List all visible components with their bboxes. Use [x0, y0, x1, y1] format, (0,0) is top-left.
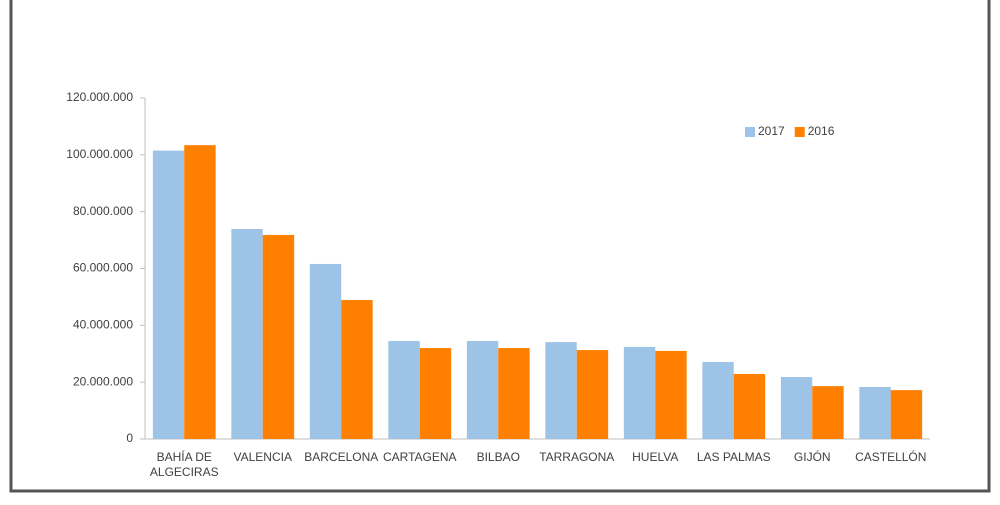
- bar: [890, 390, 923, 439]
- bar: [388, 340, 420, 439]
- legend-swatch: [794, 127, 805, 137]
- bar: [780, 377, 813, 439]
- x-tick-label: CASTELLÓN: [855, 449, 926, 464]
- bar: [262, 234, 295, 439]
- bar: [545, 342, 577, 439]
- bar: [152, 150, 185, 439]
- bar: [812, 386, 844, 439]
- bar: [419, 348, 452, 439]
- y-tick-label: 0: [126, 431, 133, 445]
- x-tick-label: BAHÍA DE ALGECIRAS: [150, 449, 219, 479]
- bar: [733, 373, 766, 439]
- y-tick-label: 60.000.000: [73, 261, 133, 275]
- bar: [655, 350, 687, 439]
- legend-label: 2017: [758, 124, 785, 138]
- x-tick-label: VALENCIA: [234, 450, 292, 464]
- bar: [859, 386, 891, 439]
- bar: [466, 340, 499, 439]
- legend-swatch: [745, 127, 755, 137]
- y-tick-label: 100.000.000: [66, 147, 133, 161]
- legend-label: 2016: [808, 124, 835, 138]
- x-tick-label: TARRAGONA: [539, 450, 614, 464]
- x-tick-label: LAS PALMAS: [697, 450, 771, 464]
- bar: [309, 263, 342, 439]
- x-tick-label: GIJÓN: [794, 449, 831, 464]
- x-tick-label: CARTAGENA: [383, 450, 457, 464]
- y-tick-label: 40.000.000: [73, 318, 133, 332]
- bar: [702, 361, 734, 439]
- bar: [498, 348, 530, 439]
- x-tick-label: BARCELONA: [304, 450, 378, 464]
- y-tick-label: 120.000.000: [66, 90, 133, 104]
- frame: [9, 0, 991, 493]
- bar: [184, 145, 216, 439]
- y-tick-label: 80.000.000: [73, 204, 133, 218]
- bar: [576, 350, 609, 439]
- y-tick-label: 20.000.000: [73, 374, 133, 388]
- bar: [341, 300, 373, 439]
- bar: [623, 346, 656, 439]
- bar: [231, 229, 263, 439]
- x-tick-label: BILBAO: [477, 450, 520, 464]
- x-tick-label: HUELVA: [632, 450, 678, 464]
